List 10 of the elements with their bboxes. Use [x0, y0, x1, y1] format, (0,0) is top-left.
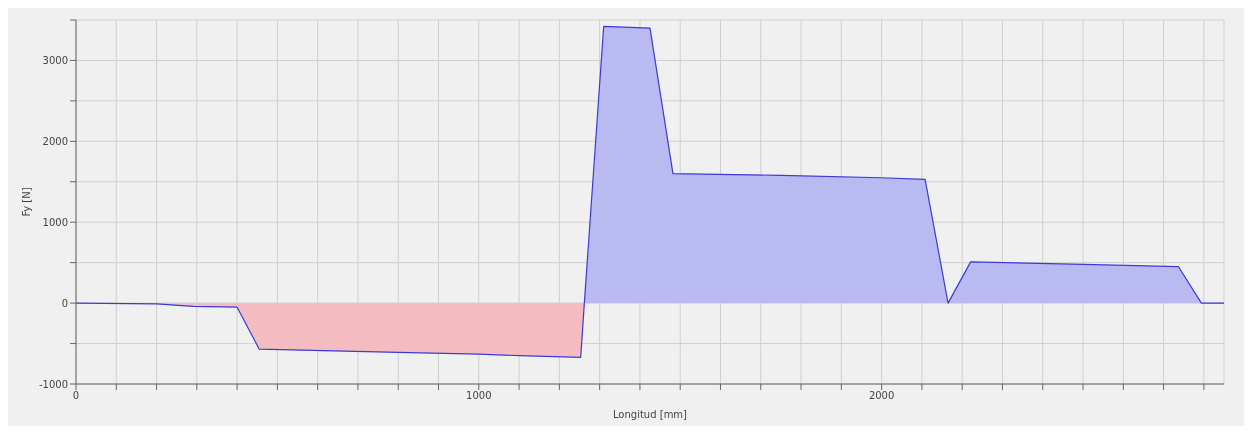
y-tick-label: 1000 — [42, 216, 68, 228]
x-axis-title: Longitud [mm] — [612, 409, 688, 420]
y-tick-label: 0 — [61, 297, 68, 309]
y-axis-title: Fy [N] — [20, 187, 32, 217]
y-tick-label: 2000 — [42, 135, 68, 147]
x-tick-label: 2000 — [868, 390, 895, 402]
x-tick-label: 0 — [72, 390, 80, 402]
y-tick-label: -1000 — [38, 378, 68, 390]
x-tick-label: 1000 — [466, 390, 492, 402]
y-tick-label: 3000 — [42, 54, 68, 66]
